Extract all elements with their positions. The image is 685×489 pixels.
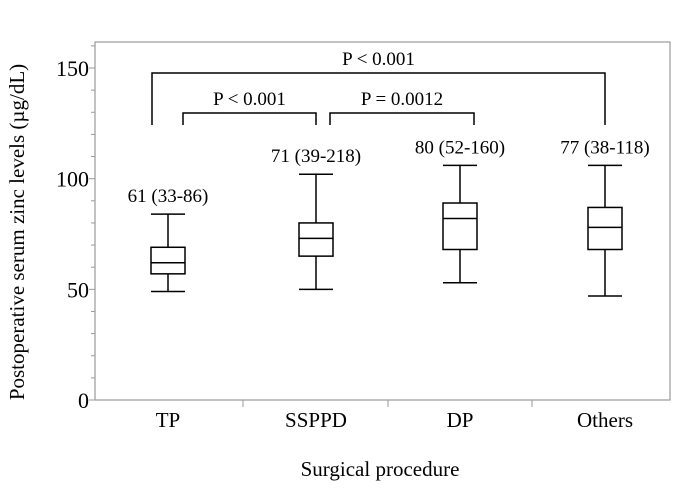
bracket-line <box>329 112 475 125</box>
bracket-line <box>151 72 606 125</box>
box-dp: 80 (52-160) <box>415 137 505 284</box>
box-ssppd: 71 (39-218) <box>271 146 361 291</box>
iqr-box <box>442 202 478 251</box>
box-annotation: 80 (52-160) <box>415 137 505 158</box>
y-tick-label: 50 <box>67 277 89 302</box>
bracket: P < 0.001 <box>151 49 606 125</box>
y-tick-label: 100 <box>56 167 89 192</box>
y-axis-title: Postoperative serum zinc levels (µg/dL) <box>5 64 29 400</box>
box-others: 77 (38-118) <box>560 137 650 297</box>
y-tick-label: 150 <box>56 56 89 81</box>
box-annotation: 61 (33-86) <box>128 186 209 207</box>
x-tick-label: DP <box>447 408 474 432</box>
plot-frame <box>94 41 671 401</box>
iqr-box <box>298 222 334 257</box>
box-series: 61 (33-86) 71 (39-218) 80 (52-160) 77 (38-1… <box>128 137 650 297</box>
x-axis-title: Surgical procedure <box>301 457 460 481</box>
box-annotation: 71 (39-218) <box>271 146 361 167</box>
p-value-label: P = 0.0012 <box>361 89 443 110</box>
iqr-box <box>150 246 186 275</box>
box-annotation: 77 (38-118) <box>560 137 650 158</box>
p-value-label: P < 0.001 <box>213 89 286 110</box>
box-tp: 61 (33-86) <box>128 186 209 293</box>
x-axis: TP SSPPD DP Others <box>156 400 633 432</box>
iqr-box <box>587 206 623 251</box>
p-value-label: P < 0.001 <box>342 49 415 70</box>
bracket: P = 0.0012 <box>329 89 475 125</box>
bracket: P < 0.001 <box>182 89 317 125</box>
y-tick-label: 0 <box>78 388 89 413</box>
significance-brackets: P < 0.001 P < 0.001 P = 0.0012 <box>151 49 606 125</box>
x-tick-label: SSPPD <box>285 408 347 432</box>
x-tick-label: TP <box>156 408 181 432</box>
y-axis: 0 50 100 150 <box>56 45 95 413</box>
bracket-line <box>182 112 317 125</box>
x-tick-label: Others <box>577 408 633 432</box>
